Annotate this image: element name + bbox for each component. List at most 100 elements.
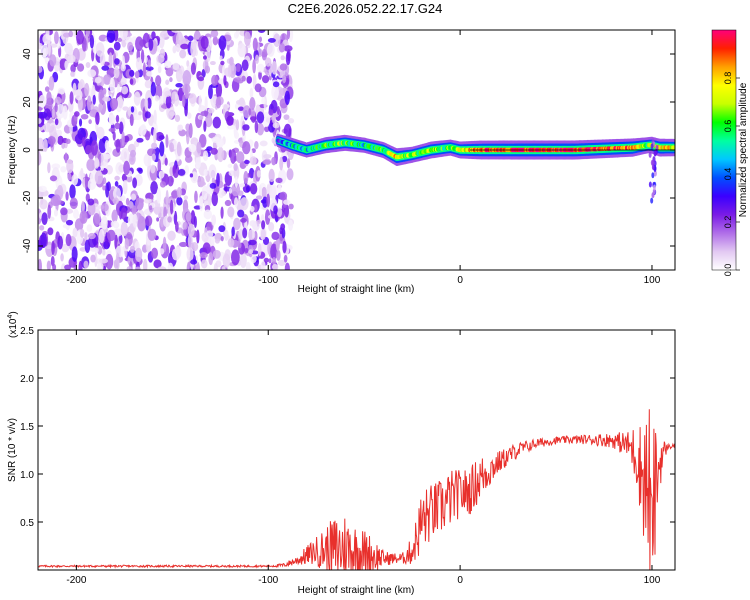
y-tick-label: 2.0 <box>20 374 34 385</box>
spectrogram-noise-blob <box>92 94 96 105</box>
spectrogram-noise-blob <box>278 43 286 53</box>
spectrogram-noise-blob <box>159 181 166 188</box>
spectrogram-dispersion-blob <box>650 197 654 204</box>
x-tick-label: -100 <box>258 575 278 586</box>
spectrogram-noise-blob <box>260 260 266 270</box>
spectrogram-noise-blob <box>102 74 112 85</box>
spectrogram-noise-blob <box>203 120 207 132</box>
spectrogram-noise-blob <box>199 195 204 212</box>
spectrogram-noise-blob <box>69 184 76 199</box>
spectrogram-noise-blob <box>157 266 167 270</box>
spectrogram-noise-blob <box>268 109 274 116</box>
spectrogram-noise-blob <box>158 170 165 179</box>
spectrogram-dispersion-blob <box>648 181 652 188</box>
spectrogram-noise-blob <box>69 91 74 105</box>
spectrogram-noise-blob <box>124 237 130 250</box>
spectrogram-noise-blob <box>98 89 105 105</box>
spectrogram-noise-blob <box>263 154 272 159</box>
spectrogram-noise-blob <box>256 63 265 73</box>
spectrogram-noise-blob <box>122 179 128 195</box>
spectrogram-dispersion-blob <box>650 143 654 150</box>
spectrogram-noise-blob <box>210 147 218 155</box>
spectrogram-noise-blob <box>273 33 281 48</box>
spectrogram-noise-blob <box>84 173 89 190</box>
spectrogram-noise-blob <box>202 242 211 255</box>
snr-y-ticks: 0.5 1.0 1.5 2.0 2.5 <box>20 326 675 529</box>
spectrogram-noise-blob <box>107 47 115 56</box>
spectrogram-noise-blob <box>206 221 214 232</box>
spectrogram-noise-blob <box>169 199 174 215</box>
spectrogram-noise-blob <box>234 197 239 208</box>
spectrogram-noise-blob <box>132 213 138 228</box>
spectrogram-noise-blob <box>250 254 257 263</box>
spectrogram-noise-blob <box>228 170 236 177</box>
spectrogram-noise-blob <box>86 95 92 111</box>
spectrogram-noise-blob <box>197 181 206 187</box>
spectrogram-noise-blob <box>130 193 137 201</box>
colorbar-gradient <box>712 30 736 270</box>
spectrogram-noise-blob <box>237 106 245 111</box>
spectrogram-noise-blob <box>186 129 190 145</box>
spectrogram-noise-blob <box>256 123 265 136</box>
spectrogram-noise-blob <box>219 55 223 61</box>
spectrogram-noise-blob <box>74 133 84 145</box>
spectrogram-noise-blob <box>38 111 48 119</box>
spectrogram-noise-blob <box>94 247 99 253</box>
spectrogram-noise-blob <box>271 231 280 241</box>
spectrogram-dispersion-blob <box>652 184 656 191</box>
spectrogram-noise-blob <box>116 83 121 94</box>
spectrogram-noise-blob <box>142 62 146 78</box>
spectrogram-noise-blob <box>287 118 295 124</box>
spectrogram-noise-blob <box>39 225 45 231</box>
spectrogram-noise-blob <box>90 139 98 156</box>
spectrogram-noise-blob <box>65 138 71 145</box>
spectrogram-noise-blob <box>188 122 193 139</box>
spectrogram-noise-blob <box>72 82 77 96</box>
spectrogram-noise-blob <box>153 127 157 144</box>
spectrogram-noise-blob <box>272 257 277 266</box>
spectrogram-noise-blob <box>71 246 78 262</box>
spectrogram-noise-blob <box>129 69 135 77</box>
spectrogram-noise-blob <box>208 252 214 266</box>
spectrogram-noise-blob <box>108 128 116 133</box>
spectrogram-noise-blob <box>158 135 165 140</box>
spectrogram-noise-blob <box>165 134 169 149</box>
spectrogram-noise-blob <box>38 118 42 124</box>
spectrogram-noise-blob <box>142 258 148 270</box>
spectrogram-noise-blob <box>199 252 208 259</box>
spectrogram-noise-blob <box>106 30 116 44</box>
y-tick-label: 20 <box>22 96 33 108</box>
colorbar-ticks: 0.0 0.2 0.4 0.6 0.8 <box>723 72 740 276</box>
spectrogram-noise-blob <box>167 230 176 241</box>
spectrogram-noise-blob <box>47 204 52 219</box>
spectrogram-noise-blob <box>200 111 208 117</box>
spectrogram-noise-blob <box>235 30 240 38</box>
spectrogram-noise-blob <box>266 193 271 208</box>
spectrogram-noise-blob <box>55 103 65 119</box>
spectrogram-noise-blob <box>197 76 205 82</box>
spectrogram-noise-blob <box>277 183 282 196</box>
spectrogram-noise-blob <box>280 223 286 231</box>
spectrogram-noise-blob <box>236 63 241 73</box>
spectrogram-noise-blob <box>69 122 73 135</box>
spectrogram-noise-blob <box>256 219 262 225</box>
spectrogram-noise-blob <box>180 43 189 50</box>
spectrogram-noise-blob <box>155 75 162 87</box>
spectrogram-noise-blob <box>261 48 268 61</box>
spectrogram-noise-blob <box>134 71 140 79</box>
spectrogram-noise-blob <box>95 111 100 125</box>
spectrogram-noise-blob <box>47 41 51 56</box>
spectrogram-noise-blob <box>138 167 143 174</box>
spectrogram-noise-blob <box>46 91 52 104</box>
spectrogram-noise-blob <box>48 75 55 91</box>
spectrogram-noise-blob <box>208 164 217 179</box>
spectrogram-noise-blob <box>64 60 69 70</box>
spectrogram-noise-blob <box>85 30 91 37</box>
spectrogram-noise-blob <box>198 95 202 108</box>
spectrogram-noise-blob <box>52 263 57 270</box>
spectrogram-noise-blob <box>254 141 259 150</box>
spectrogram-noise-blob <box>144 97 149 112</box>
spectrogram-noise-blob <box>184 84 188 100</box>
spectrogram-noise-blob <box>188 144 197 153</box>
spectrogram-noise-blob <box>113 66 120 79</box>
